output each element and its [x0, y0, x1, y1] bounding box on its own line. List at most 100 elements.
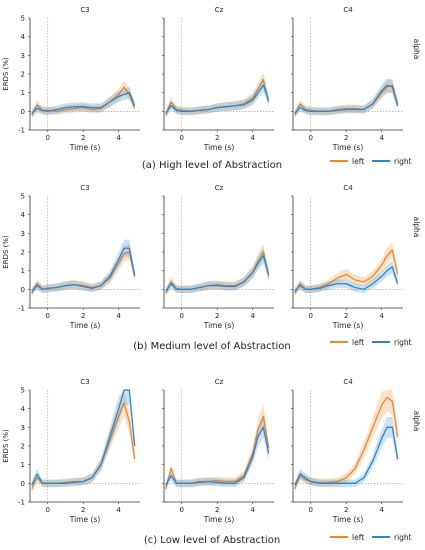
x-tick-label: 4	[379, 134, 384, 142]
x-tick-label: 4	[250, 506, 255, 514]
y-tick-label: -1	[18, 305, 25, 313]
x-axis-label: Time (s)	[332, 143, 364, 152]
panel-cz: Cz 0 2 4 Time (s)	[162, 6, 274, 152]
y-tick-label: 5	[21, 15, 25, 23]
series-band-right	[294, 416, 398, 489]
series-band-right	[31, 86, 135, 117]
x-tick-label: 0	[46, 506, 50, 514]
y-tick-label: 2	[21, 249, 25, 257]
panel-caption: (a) High level of Abstraction	[142, 160, 282, 171]
y-tick-label: 2	[21, 71, 25, 79]
x-tick-label: 4	[250, 312, 255, 320]
panel-c4: C4 0 2 4 Time (s)	[291, 184, 403, 330]
series-band-left	[294, 241, 398, 297]
series-line-right	[31, 247, 136, 292]
y-tick-label: -1	[18, 127, 25, 135]
legend-label-right: right	[394, 157, 412, 166]
series-line-right	[294, 426, 399, 486]
x-axis-label: Time (s)	[203, 143, 235, 152]
x-tick-label: 2	[81, 312, 85, 320]
panel-title: C3	[80, 6, 89, 14]
series-band-left	[165, 243, 269, 297]
series-line-left	[294, 84, 399, 116]
panel-title: Cz	[215, 6, 224, 14]
band-label: alpha	[412, 411, 421, 432]
panel-title: C4	[343, 184, 353, 192]
band-label: alpha	[412, 217, 421, 238]
x-tick-label: 0	[309, 134, 313, 142]
x-tick-label: 4	[116, 506, 121, 514]
y-tick-label: -1	[18, 499, 25, 507]
panel-c3: C3 -1 0 1 2 3 4 5 0 2 4 Time (s) ERDS (%)	[2, 184, 140, 330]
series-band-right	[165, 247, 269, 295]
x-tick-label: 2	[215, 134, 219, 142]
x-tick-label: 2	[215, 506, 219, 514]
x-tick-label: 2	[344, 312, 348, 320]
series-line-right	[31, 92, 136, 114]
x-tick-label: 4	[379, 312, 384, 320]
series-band-left	[294, 390, 398, 493]
y-axis-label: ERDS (%)	[2, 429, 10, 463]
x-tick-label: 0	[309, 312, 313, 320]
series-band-left	[31, 243, 135, 297]
x-tick-label: 0	[46, 134, 50, 142]
panel-title: C3	[80, 378, 89, 386]
panel-caption: (c) Low level of Abstraction	[144, 535, 280, 546]
x-tick-label: 0	[180, 506, 184, 514]
series-band-left	[165, 72, 269, 119]
panel-title: C4	[343, 6, 353, 14]
y-tick-label: 0	[21, 286, 25, 294]
x-tick-label: 4	[250, 134, 255, 142]
x-tick-label: 2	[81, 134, 85, 142]
legend: left right	[330, 533, 412, 542]
y-tick-label: 0	[21, 108, 25, 116]
legend-label-left: left	[352, 157, 364, 166]
legend-label-left: left	[352, 533, 364, 542]
x-tick-label: 4	[116, 134, 121, 142]
legend: left right	[330, 338, 412, 347]
legend-label-right: right	[394, 338, 412, 347]
x-tick-label: 0	[46, 312, 50, 320]
legend: left right	[330, 157, 412, 166]
y-tick-label: 1	[21, 89, 25, 97]
series-band-right	[31, 239, 135, 295]
series-line-right	[165, 426, 270, 486]
series-band-right	[294, 260, 398, 295]
y-tick-label: 5	[21, 193, 25, 201]
x-axis-label: Time (s)	[69, 143, 101, 152]
y-tick-label: 5	[21, 387, 25, 395]
chart-row-3: C3 -1 0 1 2 3 4 5 0 2 4 Time (s) ERDS (%) Cz 0 2 4 Time (…	[2, 378, 421, 546]
x-tick-label: 0	[180, 134, 184, 142]
x-tick-label: 2	[81, 506, 85, 514]
band-label: alpha	[412, 39, 421, 60]
x-tick-label: 2	[215, 312, 219, 320]
y-tick-label: 1	[21, 461, 25, 469]
series-line-right	[31, 389, 136, 486]
x-axis-label: Time (s)	[69, 515, 101, 524]
panel-c4: C4 0 2 4 Time (s)	[291, 378, 403, 524]
y-tick-label: 3	[21, 52, 25, 60]
panel-cz: Cz 0 2 4 Time (s)	[162, 378, 274, 524]
legend-label-left: left	[352, 338, 364, 347]
panel-title: C3	[80, 184, 89, 192]
x-axis-label: Time (s)	[69, 321, 101, 330]
series-band-right	[294, 78, 398, 117]
y-tick-label: 2	[21, 443, 25, 451]
chart-row-2: C3 -1 0 1 2 3 4 5 0 2 4 Time (s) ERDS (%) Cz 0 2 4 Time (…	[2, 184, 421, 352]
y-axis-label: ERDS (%)	[2, 57, 10, 91]
panel-c3: C3 -1 0 1 2 3 4 5 0 2 4 Time (s) ERDS (%)	[2, 6, 140, 152]
y-tick-label: 1	[21, 267, 25, 275]
series-line-right	[165, 255, 270, 292]
panel-title: Cz	[215, 378, 224, 386]
legend-label-right: right	[394, 533, 412, 542]
y-axis-label: ERDS (%)	[2, 235, 10, 269]
x-tick-label: 4	[379, 506, 384, 514]
series-line-right	[294, 84, 399, 114]
x-tick-label: 2	[344, 134, 348, 142]
chart-row-1: C3 -1 0 1 2 3 4 5 0 2 4 Time (s) ERDS (%) Cz 0 2 4 Time (…	[2, 6, 421, 171]
x-axis-label: Time (s)	[332, 321, 364, 330]
panel-c4: C4 0 2 4 Time (s)	[291, 6, 403, 152]
x-axis-label: Time (s)	[332, 515, 364, 524]
y-tick-label: 4	[21, 211, 26, 219]
